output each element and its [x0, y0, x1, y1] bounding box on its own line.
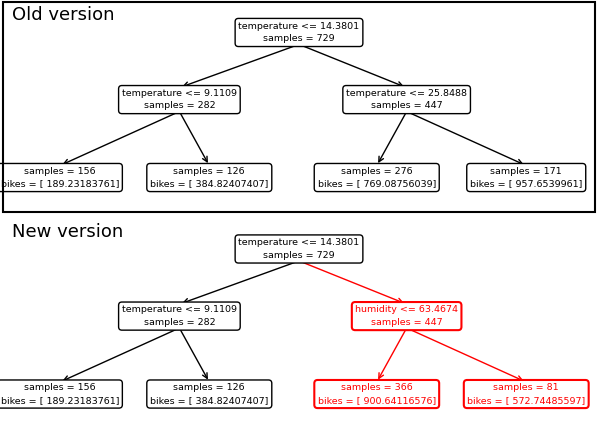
- Text: New version: New version: [12, 223, 123, 241]
- Text: temperature <= 25.8488
samples = 447: temperature <= 25.8488 samples = 447: [346, 89, 467, 110]
- Text: samples = 171
bikes = [ 957.6539961]: samples = 171 bikes = [ 957.6539961]: [470, 167, 582, 188]
- Text: temperature <= 9.1109
samples = 282: temperature <= 9.1109 samples = 282: [122, 89, 237, 110]
- Text: samples = 126
bikes = [ 384.82407407]: samples = 126 bikes = [ 384.82407407]: [150, 167, 269, 188]
- Text: humidity <= 63.4674
samples = 447: humidity <= 63.4674 samples = 447: [355, 305, 458, 327]
- Text: Old version: Old version: [12, 6, 114, 25]
- Text: samples = 126
bikes = [ 384.82407407]: samples = 126 bikes = [ 384.82407407]: [150, 383, 269, 405]
- Text: temperature <= 14.3801
samples = 729: temperature <= 14.3801 samples = 729: [239, 22, 359, 43]
- Text: samples = 156
bikes = [ 189.23183761]: samples = 156 bikes = [ 189.23183761]: [1, 167, 119, 188]
- Text: samples = 81
bikes = [ 572.74485597]: samples = 81 bikes = [ 572.74485597]: [467, 383, 585, 405]
- Text: samples = 156
bikes = [ 189.23183761]: samples = 156 bikes = [ 189.23183761]: [1, 383, 119, 405]
- Text: temperature <= 9.1109
samples = 282: temperature <= 9.1109 samples = 282: [122, 305, 237, 327]
- Text: samples = 366
bikes = [ 900.64116576]: samples = 366 bikes = [ 900.64116576]: [318, 383, 436, 405]
- Text: temperature <= 14.3801
samples = 729: temperature <= 14.3801 samples = 729: [239, 238, 359, 260]
- Text: samples = 276
bikes = [ 769.08756039]: samples = 276 bikes = [ 769.08756039]: [318, 167, 436, 188]
